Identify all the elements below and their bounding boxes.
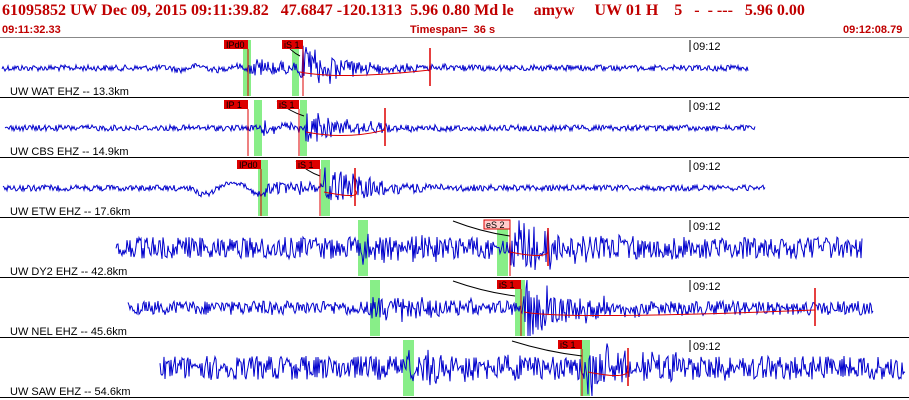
phase-window — [243, 40, 251, 96]
phase-window — [403, 340, 414, 396]
pick-label: iS 1 — [499, 280, 515, 290]
station-label: UW NEL EHZ -- 45.6km — [10, 326, 127, 338]
pick-label: IPd0 — [239, 160, 258, 170]
trace-row[interactable]: IP 1 iS 1 09:12 UW CBS EHZ -- 14.9km — [0, 100, 909, 158]
minute-label: 09:12 — [693, 221, 721, 233]
minute-label: 09:12 — [693, 101, 721, 113]
trace-row[interactable]: IPd0 iS 1 09:12 UW WAT EHZ -- 13.3km — [0, 40, 909, 98]
station-label: UW CBS EHZ -- 14.9km — [10, 146, 129, 158]
pick-flag[interactable] — [497, 280, 521, 289]
waveform — [4, 113, 756, 142]
pick-label: eS 2 — [486, 220, 505, 230]
phase-window — [358, 220, 368, 276]
amplitude-curve — [305, 129, 386, 137]
station-label: UW SAW EHZ -- 54.6km — [10, 386, 131, 398]
arrival-curve — [452, 220, 511, 237]
waveform — [159, 343, 906, 397]
phase-window — [497, 220, 508, 276]
seismogram-panel[interactable]: IPd0 iS 1 09:12 UW WAT EHZ -- 13.3km IP 1 iS … — [0, 38, 909, 400]
station-label: UW ETW EHZ -- 17.6km — [10, 206, 130, 218]
pick-label: IP 1 — [226, 100, 242, 110]
amplitude-curve — [299, 69, 431, 77]
pick-label: iS 1 — [560, 340, 576, 350]
pick-flag[interactable] — [558, 340, 582, 349]
minute-label: 09:12 — [693, 41, 721, 53]
phase-window — [258, 160, 268, 216]
pick-flag[interactable] — [296, 160, 320, 169]
trace-row[interactable]: iS 1 09:12 UW SAW EHZ -- 54.6km — [0, 340, 909, 398]
pick-label: iS 1 — [279, 100, 295, 110]
waveform — [127, 279, 874, 337]
arrival-curve — [452, 280, 516, 297]
minute-label: 09:12 — [693, 281, 721, 293]
trace-row[interactable]: eS 2 09:12 UW DY2 EHZ -- 42.8km — [0, 219, 909, 278]
end-time: 09:12:08.79 — [843, 24, 903, 36]
pick-label: iS 1 — [284, 40, 300, 50]
pick-flag[interactable] — [277, 100, 299, 109]
pick-flag[interactable] — [224, 40, 248, 49]
station-label: UW WAT EHZ -- 13.3km — [10, 86, 129, 98]
pick-flag[interactable] — [237, 160, 261, 169]
pick-label: IPd0 — [226, 40, 245, 50]
timespan-label: Timespan= 36 s — [410, 24, 496, 36]
event-header: 61095852 UW Dec 09, 2015 09:11:39.82 47.… — [0, 0, 909, 38]
waveform — [2, 167, 766, 201]
pick-flag[interactable] — [224, 100, 248, 109]
arrival-curve — [511, 340, 583, 357]
header-divider — [0, 37, 909, 38]
minute-label: 09:12 — [693, 341, 721, 353]
waveform — [1, 45, 749, 84]
pick-flag[interactable] — [282, 40, 303, 49]
event-title: 61095852 UW Dec 09, 2015 09:11:39.82 47.… — [2, 2, 805, 19]
amplitude-curve — [323, 189, 357, 196]
start-time: 09:11:32.33 — [2, 24, 61, 36]
pick-flag[interactable] — [483, 219, 511, 230]
minute-label: 09:12 — [693, 161, 721, 173]
amplitude-curve — [523, 309, 816, 317]
trace-row[interactable]: IPd0 iS 1 09:12 UW ETW EHZ -- 17.6km — [0, 160, 909, 218]
pick-label: iS 1 — [298, 160, 314, 170]
trace-row[interactable]: iS 1 09:12 UW NEL EHZ -- 45.6km — [0, 279, 909, 338]
waveform — [115, 220, 863, 271]
station-label: UW DY2 EHZ -- 42.8km — [10, 266, 127, 278]
